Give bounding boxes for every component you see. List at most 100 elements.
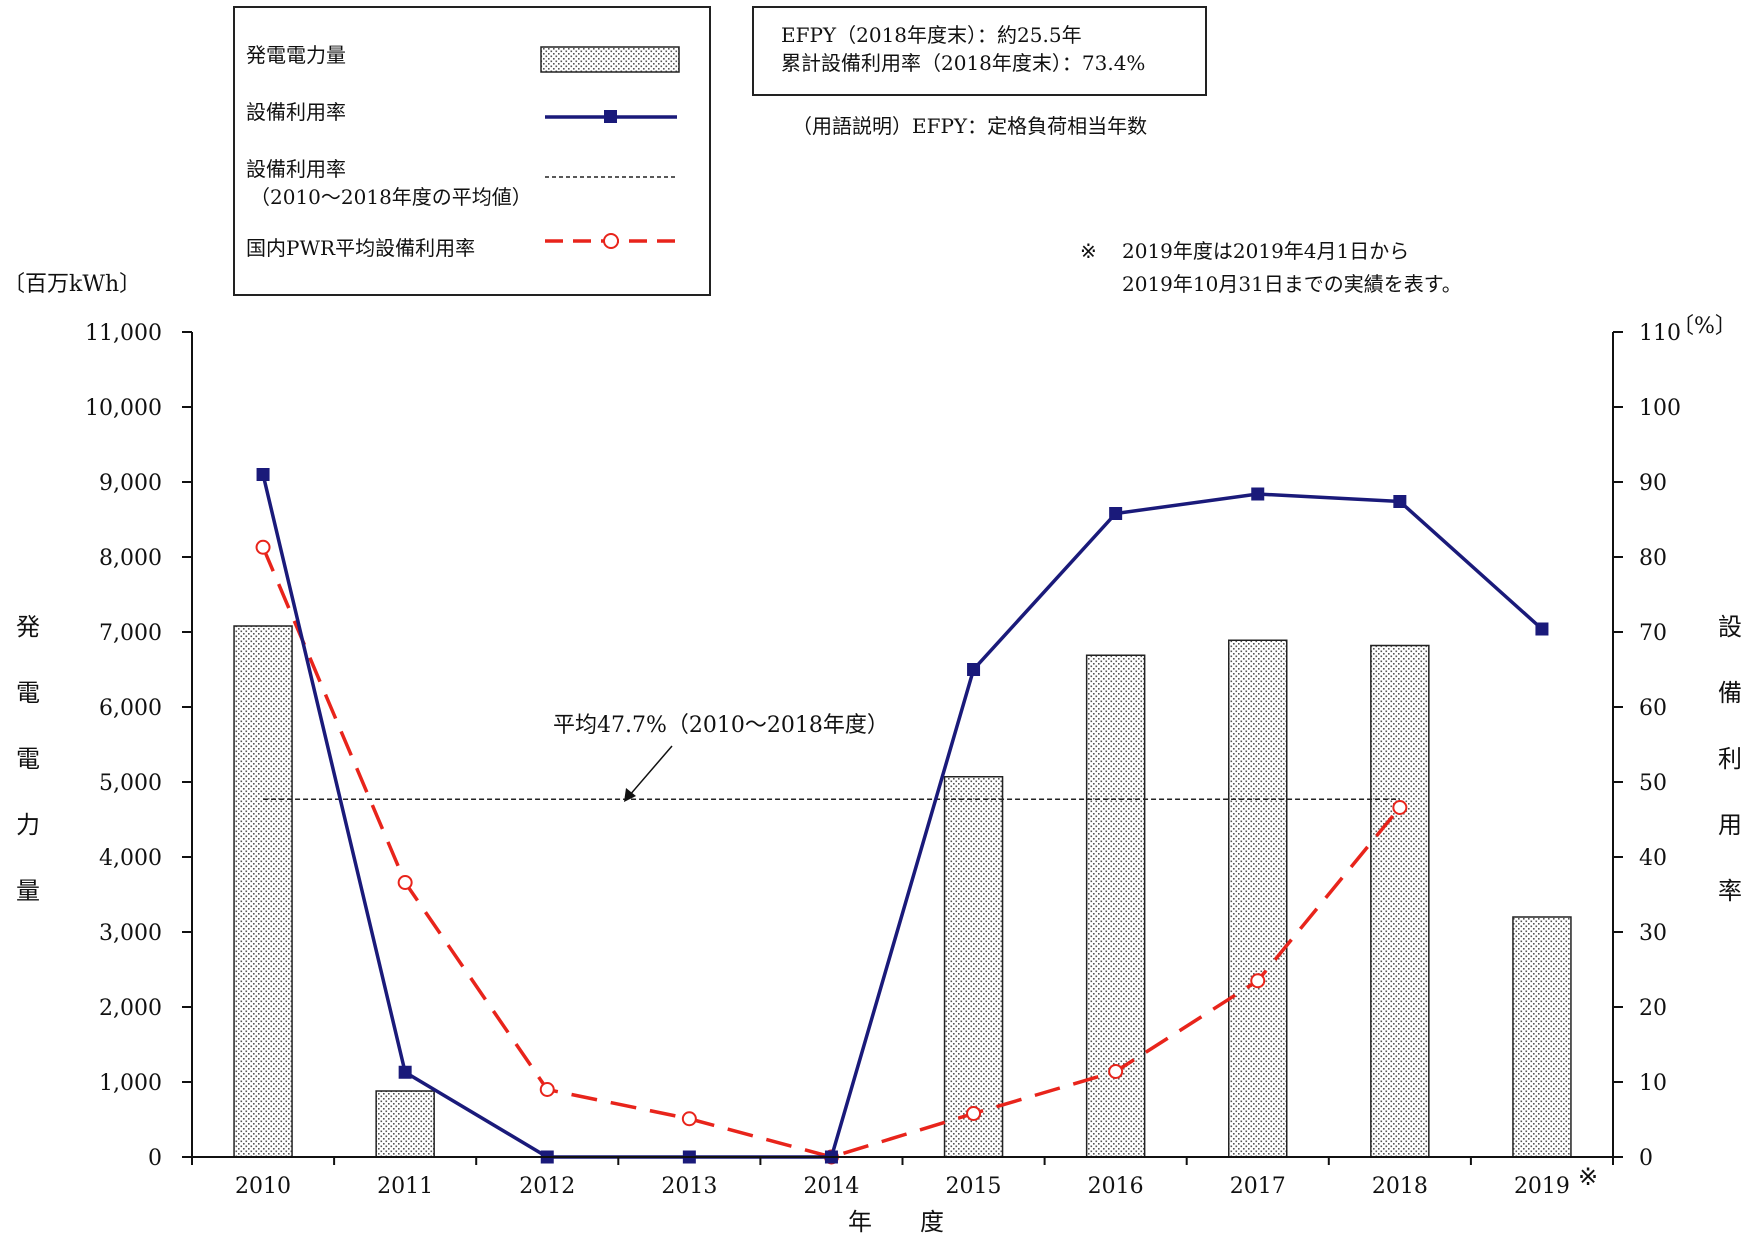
- x-tick-label: 2010: [235, 1174, 291, 1199]
- note-line-1: 2019年度は2019年4月1日から: [1122, 239, 1409, 263]
- glossary-note: （用語説明）EFPY：定格負荷相当年数: [792, 114, 1147, 138]
- capacity-factor-point: [1109, 507, 1123, 520]
- generation-bar: [1228, 639, 1288, 1158]
- x-tick-label: 2012: [519, 1174, 575, 1199]
- note-line-2: 2019年10月31日までの実績を表す。: [1122, 272, 1462, 296]
- left-axis-title-char: 量: [16, 877, 40, 905]
- x-axis-ticks: 2010 2011 2012 2013 2014 2015 2016 2017 2018 2019…: [191, 1157, 1614, 1199]
- legend-label-capacity-factor: 設備利用率: [246, 100, 346, 124]
- capacity-factor-line: [256, 468, 1549, 1164]
- left-tick-label: 0: [148, 1146, 162, 1171]
- x-tick-label: 2019: [1514, 1174, 1570, 1199]
- x-axis-title: 年 度: [848, 1208, 944, 1236]
- x-tick-label: 2014: [803, 1174, 859, 1199]
- left-tick-label: 2,000: [99, 996, 162, 1021]
- left-axis-title-char: 発: [16, 613, 40, 641]
- left-tick-label: 10,000: [85, 396, 162, 421]
- capacity-factor-point: [1393, 495, 1407, 508]
- capacity-factor-point: [1251, 487, 1265, 501]
- legend: 発電電力量 設備利用率 設備利用率 （2010～2018年度の平均値） 国内PW…: [246, 43, 680, 260]
- right-tick-label: 70: [1639, 621, 1667, 646]
- pwr-average-point: [397, 875, 413, 890]
- efpy-line-1: EFPY（2018年度末）：約25.5年: [781, 23, 1082, 47]
- x-tick-note-mark: ※: [1578, 1163, 1598, 1191]
- average-annotation-arrowhead: [624, 788, 636, 802]
- legend-swatch-generation: [540, 46, 680, 73]
- left-tick-label: 4,000: [99, 846, 162, 871]
- left-tick-label: 9,000: [99, 471, 162, 496]
- left-axis-title-char: 電: [16, 745, 40, 773]
- left-tick-label: 11,000: [85, 321, 162, 346]
- pwr-average-point: [1108, 1064, 1124, 1079]
- pwr-average-point: [1392, 800, 1408, 815]
- note-mark: ※: [1080, 239, 1097, 263]
- capacity-factor-point: [967, 663, 981, 676]
- right-tick-label: 10: [1639, 1071, 1667, 1096]
- pwr-average-polyline: [261, 546, 1402, 1159]
- x-tick-label: 2015: [946, 1174, 1002, 1199]
- right-axis-title: 設備利用率: [1718, 613, 1742, 905]
- efpy-box: [752, 6, 1207, 96]
- pwr-average-point: [966, 1106, 982, 1121]
- legend-label-generation: 発電電力量: [246, 43, 346, 67]
- bars: [233, 625, 1572, 1158]
- right-tick-label: 90: [1639, 471, 1667, 496]
- right-tick-label: 100: [1639, 396, 1681, 421]
- generation-bar: [1512, 916, 1572, 1158]
- x-tick-label: 2018: [1372, 1174, 1428, 1199]
- average-annotation-label: 平均47.7%（2010～2018年度）: [553, 713, 889, 738]
- right-tick-label: 20: [1639, 996, 1667, 1021]
- left-axis-ticks: 0 1,000 2,000 3,000 4,000 5,000 6,000 7,000 8,00…: [85, 321, 192, 1171]
- pwr-average-point: [1250, 973, 1266, 989]
- average-annotation-arrow: [628, 745, 673, 797]
- left-axis-unit: 〔百万kWh〕: [3, 272, 141, 297]
- left-axis-title-char: 力: [16, 811, 40, 839]
- right-axis-title-char: 設: [1718, 613, 1742, 641]
- right-axis-unit: 〔%〕: [1672, 314, 1737, 339]
- legend-label-average-line: 設備利用率: [246, 157, 346, 181]
- pwr-average-point: [255, 539, 271, 555]
- x-tick-label: 2017: [1230, 1174, 1286, 1199]
- capacity-factor-point: [398, 1065, 412, 1079]
- plot-area: 0 1,000 2,000 3,000 4,000 5,000 6,000 7,000 8,00…: [85, 321, 1681, 1199]
- generation-bar: [375, 1090, 435, 1158]
- generation-bar: [1085, 654, 1146, 1158]
- capacity-factor-point: [1535, 622, 1549, 636]
- right-tick-label: 60: [1639, 696, 1667, 721]
- pwr-average-point: [681, 1111, 697, 1127]
- right-tick-label: 30: [1639, 921, 1667, 946]
- x-tick-label: 2016: [1088, 1174, 1144, 1199]
- left-tick-label: 5,000: [99, 771, 162, 796]
- left-tick-label: 3,000: [99, 921, 162, 946]
- right-tick-label: 50: [1639, 771, 1667, 796]
- legend-label-average-line-range: （2010～2018年度の平均値）: [250, 185, 532, 209]
- x-tick-label: 2013: [661, 1174, 717, 1199]
- left-tick-label: 1,000: [99, 1071, 162, 1096]
- right-axis-title-char: 率: [1718, 877, 1742, 905]
- left-axis-title-char: 電: [16, 679, 40, 707]
- right-tick-label: 0: [1639, 1146, 1653, 1171]
- legend-label-pwr-average: 国内PWR平均設備利用率: [246, 236, 475, 260]
- left-tick-label: 7,000: [99, 621, 162, 646]
- capacity-factor-point: [256, 468, 270, 481]
- right-axis-ticks: 0 10 20 30 40 50 60 70 80 90 100 110: [1613, 321, 1681, 1171]
- generation-bar: [233, 625, 293, 1158]
- right-tick-label: 110: [1639, 321, 1681, 346]
- right-axis-title-char: 備: [1718, 679, 1742, 707]
- right-tick-label: 40: [1639, 846, 1667, 871]
- left-axis-title: 発電電力量: [16, 613, 40, 905]
- left-tick-label: 8,000: [99, 546, 162, 571]
- legend-marker-square: [604, 110, 617, 123]
- x-tick-label: 2011: [377, 1174, 433, 1199]
- generation-bar: [1370, 644, 1430, 1158]
- right-tick-label: 80: [1639, 546, 1667, 571]
- legend-marker-circle: [603, 233, 619, 249]
- right-axis-title-char: 利: [1718, 745, 1742, 773]
- generation-bar: [943, 776, 1004, 1158]
- efpy-line-2: 累計設備利用率（2018年度末）：73.4%: [781, 51, 1145, 75]
- pwr-average-point: [539, 1082, 555, 1097]
- capacity-factor-polyline: [261, 474, 1544, 1159]
- left-tick-label: 6,000: [99, 696, 162, 721]
- right-axis-title-char: 用: [1718, 811, 1742, 839]
